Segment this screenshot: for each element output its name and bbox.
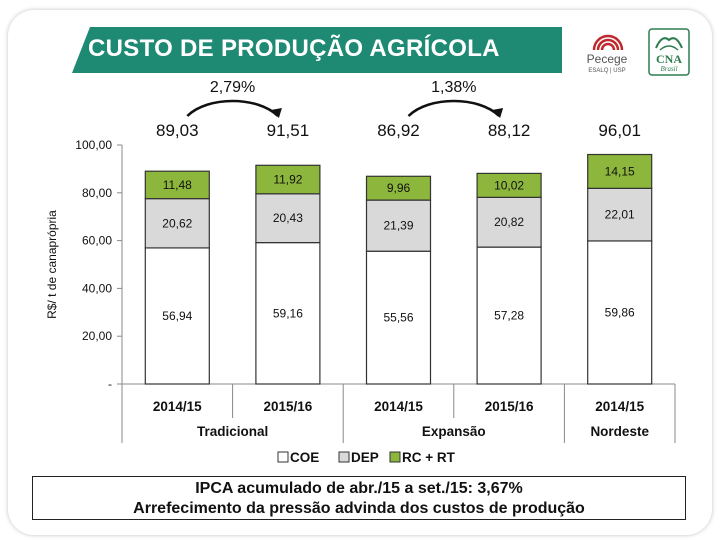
data-label: 11,48 bbox=[163, 178, 192, 192]
data-label: 20,43 bbox=[273, 211, 303, 225]
legend-swatch bbox=[338, 451, 350, 463]
bar-segment bbox=[255, 164, 321, 195]
total-label: 91,51 bbox=[267, 121, 310, 140]
footer-line-2: Arrefecimento da pressão advinda dos cus… bbox=[133, 500, 585, 517]
data-label: 20,62 bbox=[162, 216, 192, 230]
cna-logo: CNA Brasil bbox=[648, 28, 690, 76]
bar-segment bbox=[365, 250, 432, 385]
y-tick-label: 80,00 bbox=[82, 186, 112, 200]
data-label: 22,01 bbox=[605, 208, 635, 222]
total-label: 86,92 bbox=[377, 121, 420, 140]
footer-line-1: IPCA acumulado de abr./15 a set./15: 3,6… bbox=[195, 480, 523, 497]
data-label: 59,16 bbox=[273, 306, 303, 320]
pecege-logo: Pecege ESALQ | USP bbox=[587, 34, 628, 74]
x-tick-label: 2015/16 bbox=[485, 399, 534, 414]
y-tick-label: 40,00 bbox=[82, 281, 112, 295]
data-label: 20,82 bbox=[494, 215, 524, 229]
bar-segment bbox=[476, 172, 542, 198]
y-tick-label: - bbox=[108, 377, 112, 391]
change-arrowhead bbox=[492, 108, 504, 118]
total-label: 89,03 bbox=[156, 121, 199, 140]
change-label: 1,38% bbox=[431, 79, 476, 96]
bar-segment bbox=[587, 240, 653, 385]
bar-segment bbox=[365, 199, 432, 252]
x-tick-label: 2014/15 bbox=[595, 399, 644, 414]
bar-segment bbox=[587, 187, 653, 242]
legend-label: COE bbox=[290, 450, 319, 465]
total-label: 96,01 bbox=[598, 121, 641, 140]
data-label: 55,56 bbox=[383, 311, 413, 325]
legend-label: RC + RT bbox=[402, 450, 456, 465]
data-label: 59,86 bbox=[605, 305, 635, 319]
change-arc bbox=[186, 99, 279, 117]
x-tick-label: 2015/16 bbox=[263, 399, 312, 414]
y-tick-label: 100,00 bbox=[75, 138, 112, 152]
data-label: 11,92 bbox=[273, 173, 302, 187]
data-label: 10,02 bbox=[494, 178, 524, 192]
bar-segment bbox=[255, 193, 321, 244]
group-label: Nordeste bbox=[590, 424, 649, 439]
bar-segment bbox=[365, 175, 432, 201]
group-label: Tradicional bbox=[197, 424, 268, 439]
pecege-name: Pecege bbox=[587, 52, 628, 66]
data-label: 9,96 bbox=[387, 181, 411, 195]
data-label: 21,39 bbox=[383, 219, 413, 233]
change-arc bbox=[407, 99, 500, 117]
bar-segment bbox=[476, 196, 542, 248]
legend-swatch bbox=[277, 451, 289, 463]
x-tick-label: 2014/15 bbox=[153, 399, 202, 414]
data-label: 14,15 bbox=[605, 164, 635, 178]
change-arrowhead bbox=[270, 108, 282, 118]
pecege-subtitle: ESALQ | USP bbox=[588, 68, 625, 74]
footer-box: IPCA acumulado de abr./15 a set./15: 3,6… bbox=[32, 476, 686, 520]
cna-name: CNA bbox=[656, 52, 682, 66]
y-tick-label: 60,00 bbox=[82, 234, 112, 248]
legend-swatch bbox=[389, 451, 401, 463]
y-tick-label: 20,00 bbox=[82, 329, 112, 343]
legend-label: DEP bbox=[351, 450, 379, 465]
data-label: 56,94 bbox=[162, 309, 192, 323]
slide-title: CUSTO DE PRODUÇÃO AGRÍCOLA bbox=[88, 35, 500, 62]
bar-segment bbox=[255, 242, 321, 385]
change-label: 2,79% bbox=[210, 79, 255, 96]
y-axis-title: R$/ t de canaprópria bbox=[45, 210, 59, 319]
bar-segment bbox=[476, 246, 542, 385]
bar-segment bbox=[144, 247, 210, 385]
bar-segment bbox=[144, 170, 210, 200]
x-tick-label: 2014/15 bbox=[374, 399, 423, 414]
total-label: 88,12 bbox=[488, 121, 531, 140]
title-band-notch bbox=[72, 27, 90, 73]
title-band bbox=[72, 27, 562, 73]
cna-subtitle: Brasil bbox=[660, 65, 677, 73]
bar-segment bbox=[587, 153, 653, 189]
group-label: Expansão bbox=[422, 424, 486, 439]
data-label: 57,28 bbox=[494, 309, 524, 323]
